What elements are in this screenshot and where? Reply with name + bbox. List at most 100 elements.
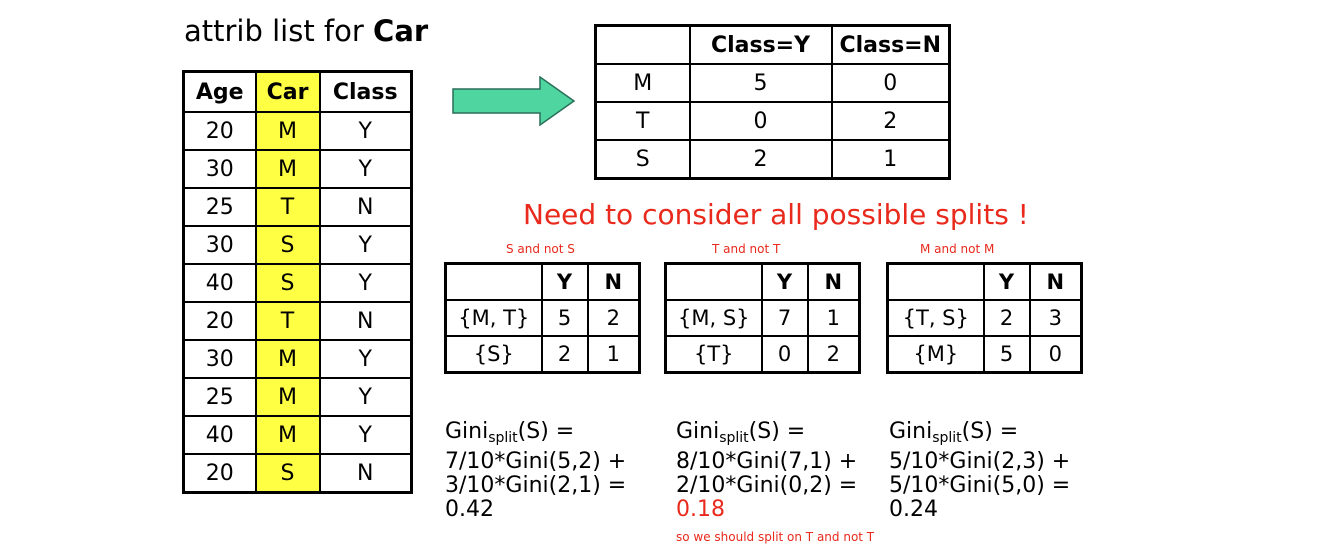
attrib-list-table: Age Car Class 20 M Y 30 M Y 25 T N 30 S Y 40 S Y 20 T N 30… bbox=[182, 70, 413, 494]
column-header-blank bbox=[886, 262, 985, 301]
column-header-n: N bbox=[1028, 262, 1083, 301]
gini-formula-line: 5/10*Gini(5,0) = bbox=[889, 473, 1071, 498]
title-attribute: Car bbox=[373, 14, 429, 48]
column-header-n: N bbox=[586, 262, 641, 301]
cell-class: Y bbox=[318, 263, 413, 303]
gini-formula-line: 7/10*Gini(5,2) + bbox=[445, 449, 627, 474]
gini-formula-heading: Ginisplit(S) = bbox=[889, 419, 1019, 447]
cell-y-count: 7 bbox=[760, 299, 809, 337]
cell-car: M bbox=[254, 415, 321, 455]
cell-car: S bbox=[254, 263, 321, 303]
column-header-blank bbox=[594, 24, 691, 65]
cell-car: S bbox=[254, 453, 321, 494]
cell-class-n-count: 1 bbox=[830, 139, 951, 180]
cell-class: Y bbox=[318, 415, 413, 455]
split-table-s: Y N {M, T} 5 2 {S} 2 1 bbox=[444, 262, 641, 374]
column-header-class-n: Class=N bbox=[830, 24, 951, 65]
cell-y-count: 5 bbox=[540, 299, 589, 337]
cell-car: T bbox=[254, 187, 321, 227]
column-header-car: Car bbox=[254, 70, 321, 113]
cell-class: N bbox=[318, 453, 413, 494]
column-header-y: Y bbox=[982, 262, 1031, 301]
table-row: {M, S} 7 1 bbox=[664, 299, 861, 337]
cell-age: 30 bbox=[182, 149, 257, 189]
cell-n-count: 1 bbox=[806, 299, 861, 337]
gini-formula-line: 5/10*Gini(2,3) + bbox=[889, 449, 1071, 474]
gini-result: 0.24 bbox=[889, 497, 938, 522]
cell-n-count: 3 bbox=[1028, 299, 1083, 337]
cell-n-count: 2 bbox=[586, 299, 641, 337]
column-header-class-y: Class=Y bbox=[688, 24, 833, 65]
cell-n-count: 1 bbox=[586, 335, 641, 374]
split-table-t: Y N {M, S} 7 1 {T} 0 2 bbox=[664, 262, 861, 374]
row-label: S bbox=[594, 139, 691, 180]
cell-age: 30 bbox=[182, 225, 257, 265]
title-prefix: attrib list for bbox=[184, 14, 374, 48]
cell-class: Y bbox=[318, 149, 413, 189]
right-arrow-icon bbox=[452, 76, 576, 126]
cell-y-count: 5 bbox=[982, 335, 1031, 374]
row-label: {M, S} bbox=[664, 299, 763, 337]
gini-formula-heading: Ginisplit(S) = bbox=[445, 419, 575, 447]
attrib-list-title: attrib list for Car bbox=[184, 14, 428, 48]
row-label: {S} bbox=[444, 335, 543, 374]
table-row: {M, T} 5 2 bbox=[444, 299, 641, 337]
cell-class: Y bbox=[318, 377, 413, 417]
table-row: {T, S} 2 3 bbox=[886, 299, 1083, 337]
cell-class-y-count: 0 bbox=[688, 101, 833, 141]
cell-age: 20 bbox=[182, 111, 257, 151]
column-header-blank bbox=[664, 262, 763, 301]
column-header-age: Age bbox=[182, 70, 257, 113]
row-label: {M} bbox=[886, 335, 985, 374]
gini-formula-line: 2/10*Gini(0,2) = bbox=[676, 473, 858, 498]
split-caption-m: M and not M bbox=[920, 242, 995, 256]
table-row: 20 S N bbox=[182, 453, 413, 494]
conclusion-note: so we should split on T and not T bbox=[676, 530, 875, 544]
row-label: {M, T} bbox=[444, 299, 543, 337]
row-label: {T, S} bbox=[886, 299, 985, 337]
column-header-class: Class bbox=[318, 70, 413, 113]
table-row: 40 M Y bbox=[182, 415, 413, 455]
table-row: 30 M Y bbox=[182, 339, 413, 379]
split-table-m: Y N {T, S} 2 3 {M} 5 0 bbox=[886, 262, 1083, 374]
split-caption-t: T and not T bbox=[712, 242, 781, 256]
table-row: 20 M Y bbox=[182, 111, 413, 151]
column-header-y: Y bbox=[760, 262, 809, 301]
table-row: 25 T N bbox=[182, 187, 413, 227]
cell-n-count: 2 bbox=[806, 335, 861, 374]
gini-formula-heading: Ginisplit(S) = bbox=[676, 419, 806, 447]
cell-class: N bbox=[318, 301, 413, 341]
cell-car: M bbox=[254, 111, 321, 151]
cell-class: Y bbox=[318, 225, 413, 265]
cell-class-y-count: 5 bbox=[688, 63, 833, 103]
cell-class-y-count: 2 bbox=[688, 139, 833, 180]
table-row: 25 M Y bbox=[182, 377, 413, 417]
table-row: {S} 2 1 bbox=[444, 335, 641, 374]
gini-formula-line: 8/10*Gini(7,1) + bbox=[676, 449, 858, 474]
headline-text: Need to consider all possible splits ! bbox=[523, 198, 1029, 231]
gini-calc-t: Ginisplit(S) = 8/10*Gini(7,1) + 2/10*Gin… bbox=[676, 420, 857, 522]
column-header-blank bbox=[444, 262, 543, 301]
cell-age: 25 bbox=[182, 377, 257, 417]
table-row: 30 M Y bbox=[182, 149, 413, 189]
cell-class-n-count: 2 bbox=[830, 101, 951, 141]
gini-formula-line: 3/10*Gini(2,1) = bbox=[445, 473, 627, 498]
table-row: 40 S Y bbox=[182, 263, 413, 303]
cell-y-count: 2 bbox=[982, 299, 1031, 337]
split-caption-s: S and not S bbox=[506, 242, 575, 256]
table-header-row: Age Car Class bbox=[182, 70, 413, 113]
cell-age: 20 bbox=[182, 301, 257, 341]
cell-class: N bbox=[318, 187, 413, 227]
cell-age: 30 bbox=[182, 339, 257, 379]
table-row: 30 S Y bbox=[182, 225, 413, 265]
table-row: {M} 5 0 bbox=[886, 335, 1083, 374]
gini-result-best: 0.18 bbox=[676, 497, 725, 522]
cell-class: Y bbox=[318, 111, 413, 151]
